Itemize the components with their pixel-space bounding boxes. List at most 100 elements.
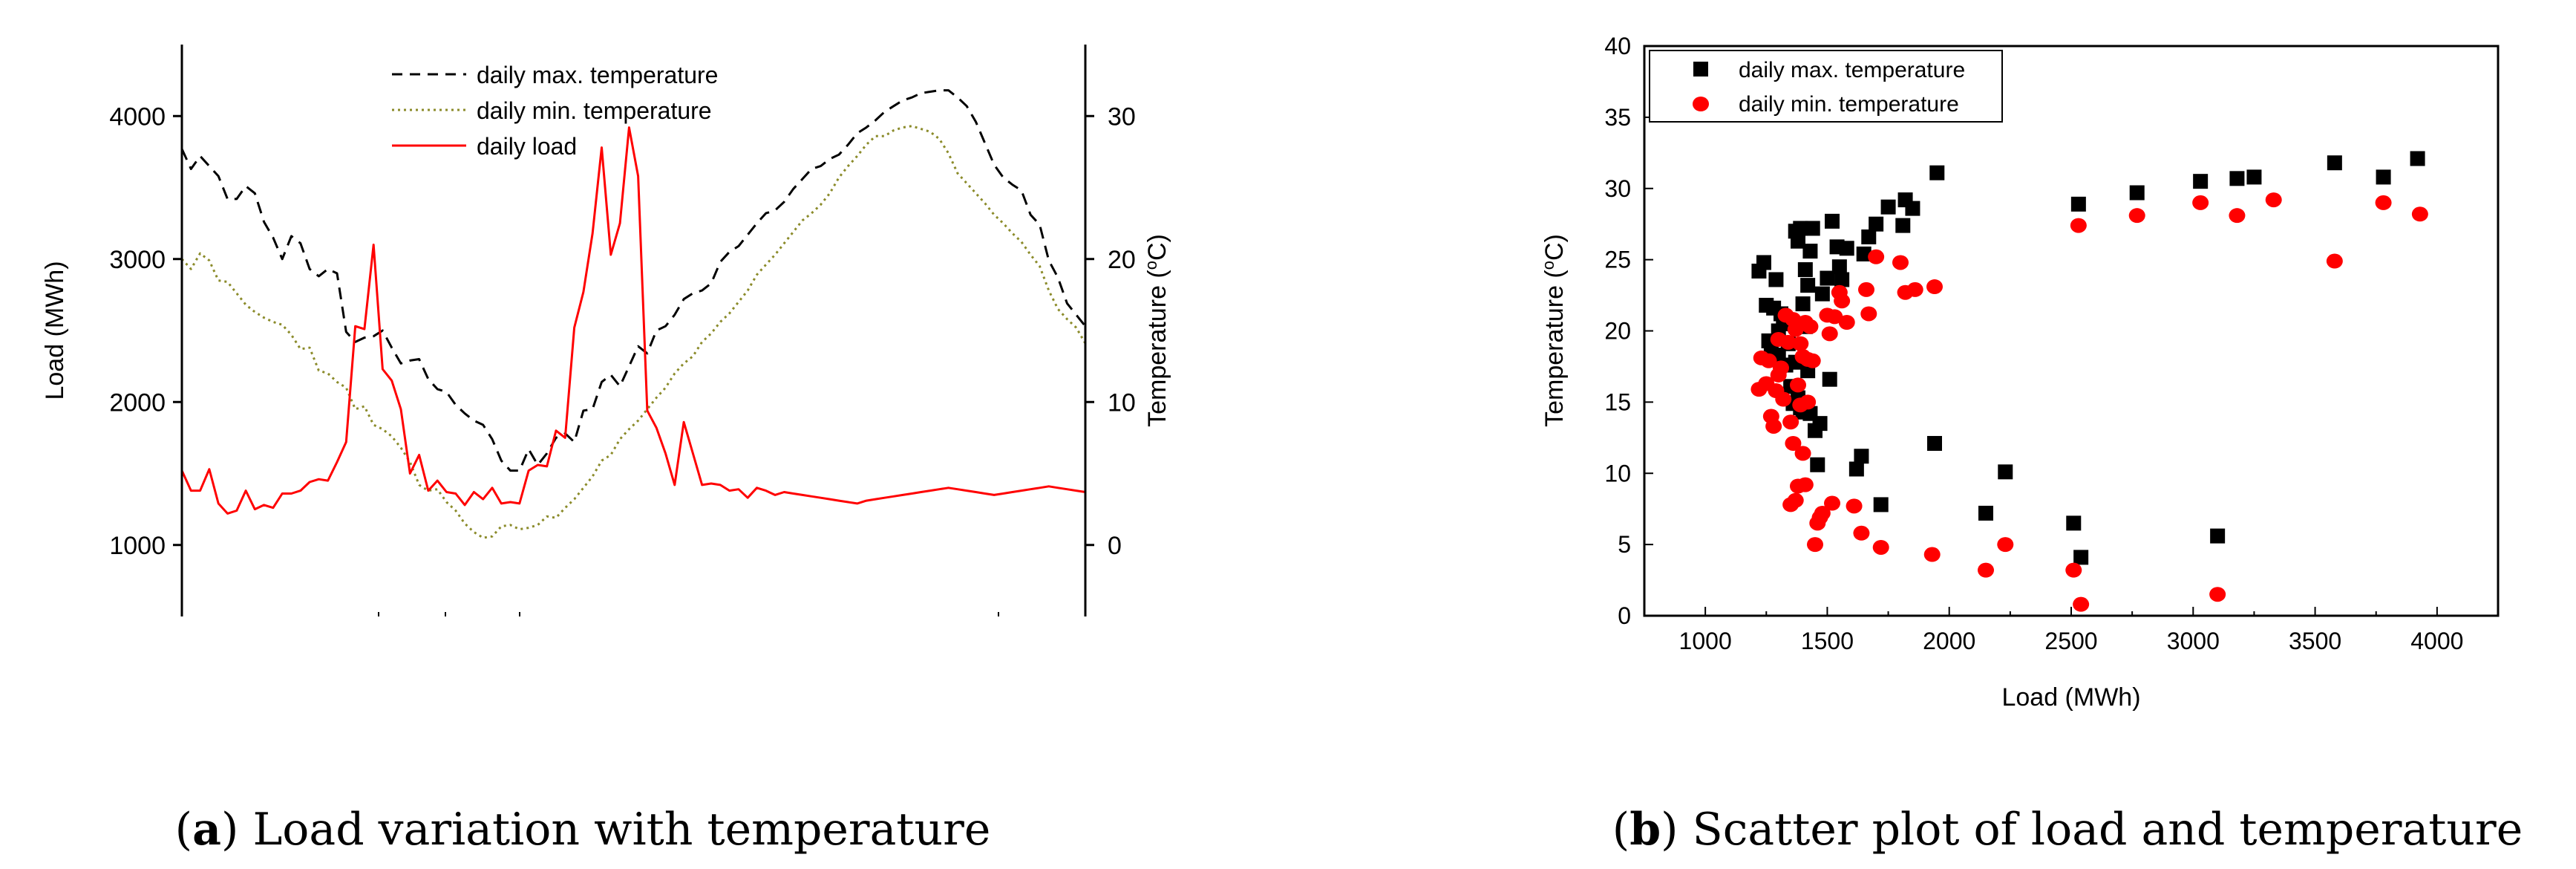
scatter-point-max-temperature [1825, 213, 1840, 229]
scatter-point-max-temperature [1795, 296, 1811, 312]
scatter-point-min-temperature [1804, 353, 1821, 368]
scatter-point-max-temperature [1822, 371, 1837, 387]
chart-b-xtick-label: 3000 [2167, 628, 2220, 654]
scatter-point-min-temperature [2065, 562, 2082, 578]
scatter-point-min-temperature [1814, 505, 1831, 521]
scatter-point-min-temperature [1923, 547, 1941, 562]
scatter-point-min-temperature [2265, 192, 2282, 208]
scatter-point-max-temperature [1895, 218, 1911, 233]
chart-b-ytick-label: 5 [1618, 531, 1631, 558]
scatter-point-max-temperature [2210, 528, 2226, 544]
scatter-point-max-temperature [1854, 449, 1869, 464]
scatter-point-max-temperature [1756, 255, 1771, 270]
legend-b-min-label: daily min. temperature [1739, 92, 1959, 117]
scatter-point-max-temperature [1831, 259, 1847, 275]
legend-b-min-marker [1693, 97, 1709, 111]
scatter-point-min-temperature [1906, 281, 1923, 297]
scatter-point-min-temperature [2192, 195, 2209, 210]
scatter-point-min-temperature [1794, 446, 1811, 461]
legend-b-max-label: daily max. temperature [1739, 58, 1965, 82]
scatter-point-min-temperature [2375, 195, 2392, 210]
series-max-temperature-line [180, 89, 1087, 472]
scatter-point-max-temperature [2229, 171, 2245, 186]
scatter-point-max-temperature [1802, 244, 1818, 259]
scatter-point-max-temperature [2129, 185, 2145, 201]
scatter-point-max-temperature [1848, 461, 1864, 477]
scatter-point-min-temperature [2209, 587, 2226, 602]
scatter-point-max-temperature [2376, 169, 2391, 185]
chart-b-ylabel: Temperature (oC) [1539, 234, 1569, 427]
scatter-point-min-temperature [1838, 314, 1855, 330]
scatter-point-min-temperature [1846, 498, 1863, 514]
scatter-point-min-temperature [1797, 477, 1814, 492]
chart-b-ytick-label: 10 [1604, 460, 1631, 486]
chart-b-points [1750, 151, 2428, 612]
chart-a-ytick-label: 1000 [109, 532, 166, 560]
scatter-point-min-temperature [2128, 208, 2145, 224]
chart-a-ytick-label: 3000 [109, 246, 166, 274]
scatter-point-min-temperature [1807, 537, 1823, 553]
scatter-point-max-temperature [2070, 196, 2086, 212]
chart-b-ticks: 1000 1500 2000 2500 3000 3500 4000 0 5 10 15 20 25 30… [1604, 33, 2499, 654]
scatter-point-min-temperature [1860, 306, 1877, 322]
scatter-point-min-temperature [1821, 326, 1838, 342]
scatter-point-min-temperature [1785, 435, 1802, 451]
scatter-point-min-temperature [2326, 253, 2343, 269]
scatter-point-min-temperature [2411, 206, 2428, 222]
chart-b-ytick-label: 15 [1604, 388, 1631, 415]
scatter-point-min-temperature [1760, 353, 1777, 368]
scatter-point-max-temperature [1797, 262, 1813, 278]
scatter-point-max-temperature [1791, 233, 1805, 249]
legend-a-min-label: daily min. temperature [477, 97, 712, 124]
chart-b-xlabel: Load (MWh) [2001, 683, 2140, 712]
chart-a: 1000 2000 3000 4000 0 10 20 30 daily max. tempe… [41, 45, 1171, 856]
chart-b-ytick-label: 20 [1604, 318, 1631, 345]
scatter-point-max-temperature [1978, 505, 1993, 521]
scatter-point-max-temperature [2193, 174, 2209, 189]
legend-a-load-label: daily load [477, 133, 577, 160]
scatter-point-min-temperature [1834, 293, 1851, 309]
chart-b-xtick-label: 2500 [2044, 628, 2097, 654]
chart-b-caption: (b) Scatter plot of load and temperature [1612, 804, 2523, 856]
chart-b-ytick-label: 25 [1604, 247, 1631, 273]
scatter-point-max-temperature [1768, 272, 1784, 287]
chart-a-ticks: 1000 2000 3000 4000 0 10 20 30 [109, 102, 1136, 616]
chart-b-legend-box [1649, 50, 2003, 123]
scatter-point-min-temperature [1779, 334, 1797, 350]
scatter-point-min-temperature [1790, 377, 1806, 393]
chart-a-y2tick-label: 30 [1108, 102, 1136, 131]
scatter-point-max-temperature [1839, 241, 1854, 256]
scatter-point-min-temperature [1997, 537, 2014, 553]
scatter-point-min-temperature [1853, 525, 1870, 541]
chart-b-ytick-label: 0 [1618, 602, 1631, 629]
scatter-point-max-temperature [1812, 416, 1828, 432]
scatter-point-min-temperature [1826, 309, 1843, 325]
scatter-point-max-temperature [1793, 221, 1808, 236]
scatter-point-min-temperature [2229, 208, 2246, 224]
chart-a-y2label: Temperature (oC) [1142, 234, 1172, 427]
chart-a-ytick-label: 2000 [109, 388, 166, 417]
scatter-point-max-temperature [1805, 221, 1820, 236]
scatter-point-max-temperature [2066, 515, 2082, 531]
chart-a-ytick-label: 4000 [109, 102, 166, 131]
scatter-point-max-temperature [1861, 229, 1877, 244]
chart-b-xtick-label: 2000 [1923, 628, 1975, 654]
series-min-temperature-line [180, 125, 1087, 539]
chart-b-xtick-label: 1000 [1679, 628, 1732, 654]
scatter-point-min-temperature [1824, 495, 1840, 511]
scatter-point-max-temperature [1800, 278, 1816, 293]
chart-b-xtick-label: 3500 [2289, 628, 2341, 654]
chart-b-ytick-label: 35 [1604, 104, 1631, 131]
chart-a-series [180, 89, 1087, 539]
scatter-point-max-temperature [2327, 155, 2342, 171]
scatter-point-min-temperature [1872, 539, 1889, 555]
scatter-point-max-temperature [2073, 550, 2089, 565]
chart-a-y2tick-label: 10 [1108, 388, 1136, 417]
chart-a-y2tick-label: 0 [1108, 532, 1122, 560]
legend-a-max-label: daily max. temperature [477, 62, 718, 88]
scatter-point-max-temperature [1873, 497, 1889, 512]
scatter-point-max-temperature [1929, 165, 1945, 180]
scatter-point-max-temperature [1927, 435, 1942, 451]
scatter-point-max-temperature [1834, 272, 1850, 287]
